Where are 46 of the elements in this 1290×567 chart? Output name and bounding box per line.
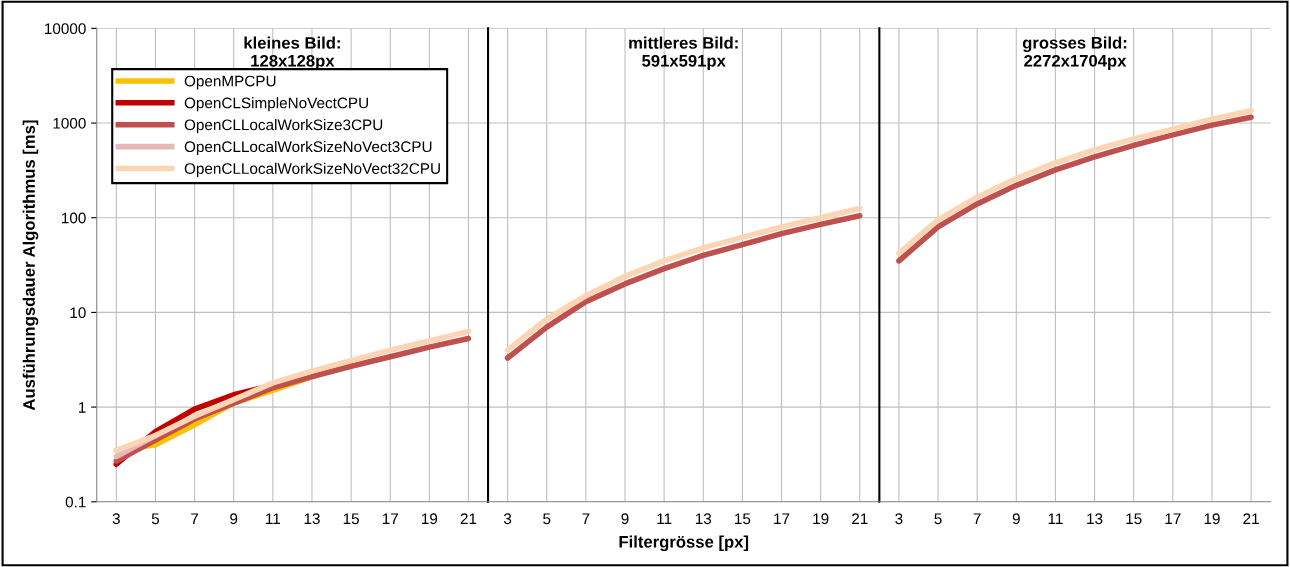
y-tick-label: 10: [70, 307, 86, 319]
text: grosses Bild: 2272x1704px: [1022, 36, 1127, 71]
x-tick-label: 19: [813, 513, 829, 525]
x-tick-label: 19: [1204, 513, 1220, 525]
x-tick-label: 7: [191, 513, 199, 524]
y-axis-title: Ausführungsdauer Algorithmus [ms]: [22, 120, 39, 411]
y-tick-label: 100: [62, 212, 86, 224]
text: kleines Bild: 128x128px: [244, 36, 340, 71]
x-tick-label: 13: [304, 513, 320, 525]
x-tick-label: 9: [1012, 513, 1020, 525]
legend-label: OpenCLLocalWorkSizeNoVect32CPU: [184, 162, 440, 178]
x-tick-label: 7: [582, 513, 590, 524]
y-tick-label: 0.1: [65, 496, 86, 508]
x-tick-label: 17: [1165, 513, 1181, 524]
x-tick-label: 21: [460, 513, 477, 524]
x-tick-label: 21: [852, 513, 868, 524]
x-tick-label: 5: [934, 513, 942, 525]
y-tick-label: 1: [79, 402, 86, 413]
x-tick-label: 3: [503, 513, 512, 525]
legend-label: OpenMPCPU: [184, 75, 276, 90]
x-tick-label: 15: [1126, 513, 1142, 525]
y-tick-label: 1000: [53, 117, 86, 129]
x-tick-label: 11: [1048, 513, 1063, 524]
x-tick-label: 9: [230, 513, 238, 525]
x-tick-label: 3: [895, 513, 903, 525]
x-tick-label: 7: [973, 513, 981, 524]
text: mittleres Bild: 591x591px: [629, 36, 738, 71]
x-tick-label: 11: [657, 513, 672, 524]
x-tick-label: 21: [1243, 513, 1259, 524]
x-tick-label: 13: [1087, 513, 1103, 525]
legend-label: OpenCLSimpleNoVectCPU: [184, 97, 368, 112]
x-tick-label: 17: [382, 513, 398, 524]
x-tick-label: 17: [774, 513, 790, 524]
x-tick-label: 15: [735, 513, 751, 525]
y-tick-label: 10000: [45, 23, 86, 35]
x-tick-label: 15: [343, 513, 359, 525]
x-tick-label: 5: [151, 513, 160, 525]
x-tick-label: 19: [422, 513, 438, 525]
x-tick-label: 3: [112, 513, 120, 525]
legend-label: OpenCLLocalWorkSize3CPU: [184, 119, 383, 134]
x-tick-label: 5: [543, 513, 551, 525]
x-tick-label: 13: [695, 513, 712, 525]
legend-label: OpenCLLocalWorkSizeNoVect3CPU: [184, 140, 432, 156]
x-tick-label: 11: [266, 513, 281, 524]
x-tick-label: 9: [621, 513, 629, 525]
x-axis-title: Filtergrösse [px]: [619, 535, 749, 552]
